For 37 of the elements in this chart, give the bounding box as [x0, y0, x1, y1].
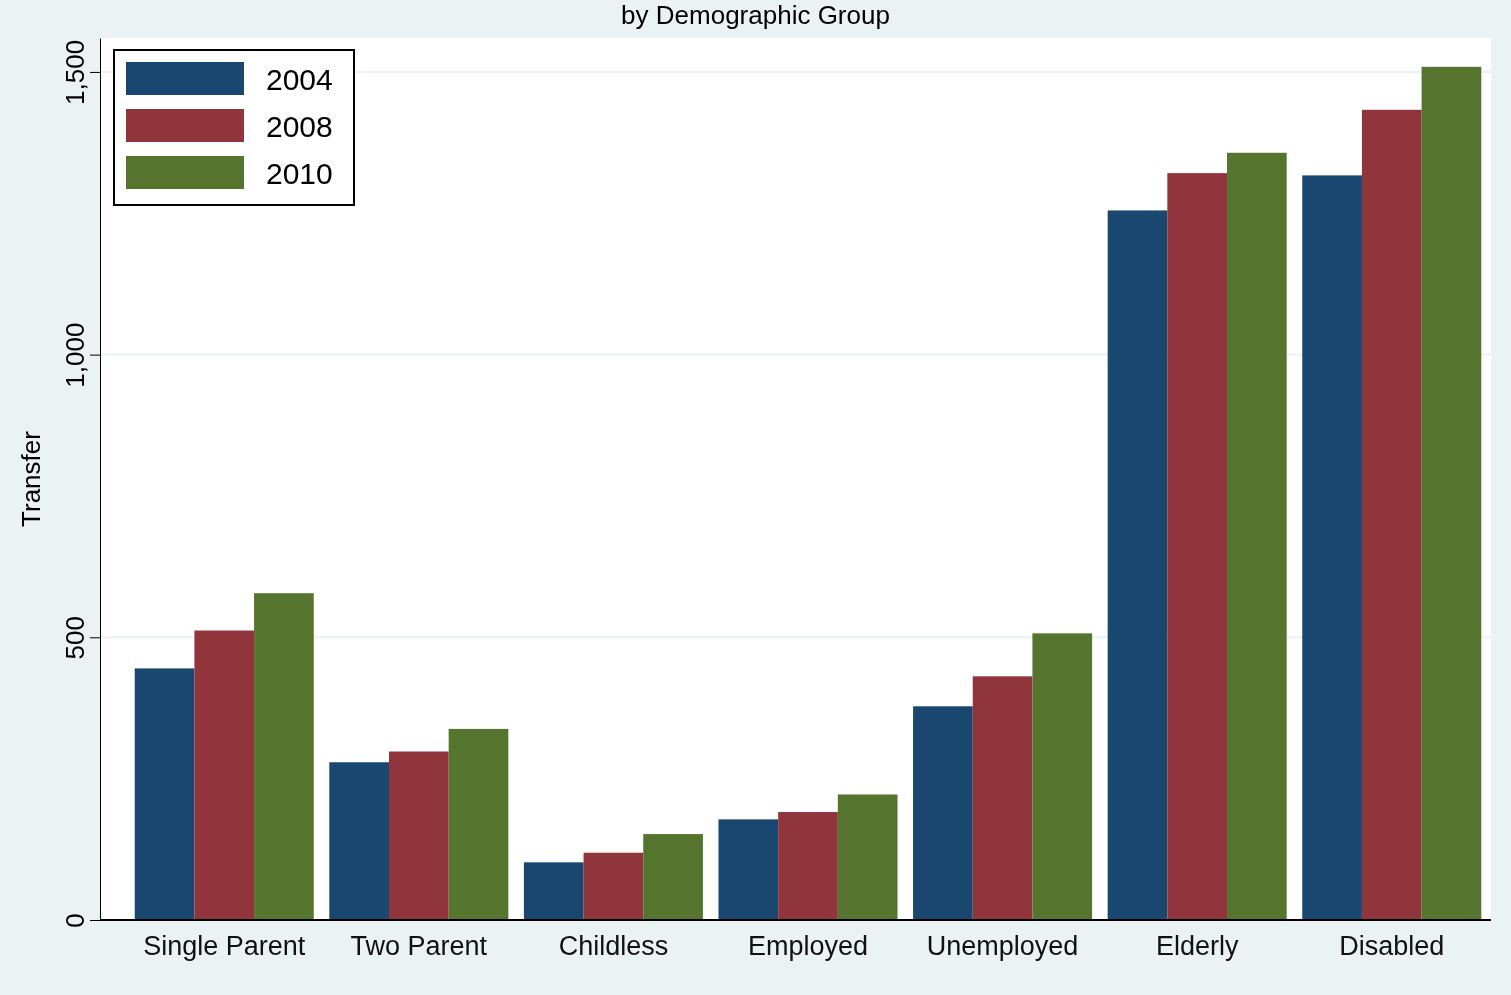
- legend-label: 2010: [266, 157, 333, 190]
- y-tick-label: 0: [60, 913, 90, 928]
- bar: [448, 728, 509, 920]
- bar: [778, 812, 838, 920]
- bar: [254, 593, 314, 920]
- bar: [972, 676, 1033, 920]
- x-tick-label: Disabled: [1339, 931, 1445, 962]
- bar: [523, 862, 584, 920]
- bar: [1361, 109, 1422, 920]
- x-tick-label: Elderly: [1155, 931, 1239, 962]
- chart-title: by Demographic Group: [621, 0, 890, 30]
- bar: [1167, 173, 1228, 920]
- bar: [837, 794, 898, 920]
- x-tick-label: Unemployed: [926, 931, 1079, 962]
- bar: [718, 819, 779, 920]
- bar: [1302, 175, 1362, 920]
- bar: [194, 630, 255, 920]
- bar: [1421, 66, 1482, 920]
- y-tick-label: 1,500: [60, 39, 90, 105]
- bar: [388, 751, 449, 920]
- bar: [1107, 210, 1168, 920]
- bar: [583, 852, 644, 920]
- x-tick-label: Childless: [558, 931, 669, 962]
- y-tick-label: 500: [60, 616, 90, 660]
- x-tick-label: Employed: [747, 931, 869, 962]
- y-axis-title: Transfer: [16, 430, 46, 527]
- y-tick-label: 1,000: [60, 322, 90, 388]
- bar: [643, 834, 703, 920]
- x-tick-label: Two Parent: [350, 931, 488, 962]
- bar: [134, 668, 195, 920]
- legend-label: 2008: [266, 110, 333, 143]
- x-tick-label: Single Parent: [143, 931, 306, 962]
- bar: [1032, 633, 1093, 920]
- legend-label: 2004: [266, 63, 333, 96]
- bar: [329, 762, 389, 920]
- bar: [913, 706, 973, 920]
- bar: [1227, 152, 1287, 920]
